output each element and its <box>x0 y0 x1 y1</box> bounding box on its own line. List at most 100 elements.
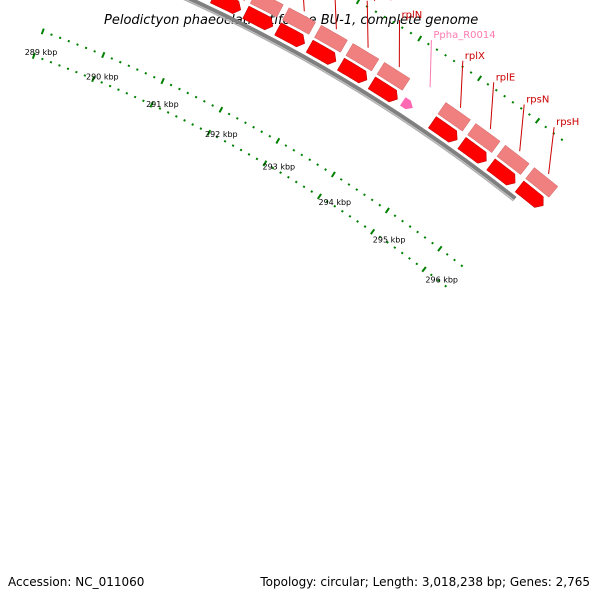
tick-mark <box>83 74 87 77</box>
tick-mark <box>383 15 387 19</box>
tick-mark <box>453 258 456 262</box>
tick-mark <box>393 246 397 249</box>
backbone-shadow <box>183 0 514 202</box>
tick-mark <box>363 193 366 197</box>
cds-arrow <box>305 39 337 65</box>
tick-mark <box>333 204 337 208</box>
tick-mark <box>66 67 70 71</box>
kbp-label: 289 kbp <box>25 48 58 57</box>
kbp-label: 293 kbp <box>263 163 296 172</box>
gene-leader-line <box>489 82 495 130</box>
cds-arrow <box>514 180 544 208</box>
tick-mark <box>416 230 420 234</box>
tick-mark <box>292 148 296 152</box>
gene-band <box>345 43 380 72</box>
tick-mark <box>476 75 483 82</box>
gene-band <box>249 0 284 18</box>
tick-mark <box>231 144 235 147</box>
gene-leader-line <box>366 0 369 48</box>
tick-mark <box>316 193 322 200</box>
cds-arrow <box>336 57 368 84</box>
kbp-label: 290 kbp <box>86 73 119 82</box>
gene-label: rplE <box>496 72 516 83</box>
tick-mark <box>275 137 281 144</box>
tick-mark <box>384 207 390 214</box>
tick-mark <box>355 188 359 191</box>
tick-mark <box>142 99 145 103</box>
tick-mark <box>178 87 181 91</box>
tick-mark <box>330 171 336 178</box>
tick-mark <box>340 209 344 213</box>
kbp-label: 294 kbp <box>319 198 352 207</box>
gene-band <box>525 167 559 198</box>
tick-mark <box>339 178 343 181</box>
kbp-label: 295 kbp <box>373 236 406 245</box>
tick-mark <box>133 95 137 99</box>
gene-label: Ppha_R0014 <box>433 30 495 41</box>
gene-label: rpsH <box>556 117 579 128</box>
tick-mark <box>294 180 298 184</box>
tick-mark <box>527 113 531 116</box>
gene-band <box>242 0 246 1</box>
tick-mark <box>308 158 312 162</box>
gene-leader-line <box>519 104 525 152</box>
kbp-label: 291 kbp <box>146 100 179 109</box>
tick-mark <box>84 46 88 50</box>
tick-mark <box>385 240 389 244</box>
tick-mark <box>400 26 404 30</box>
tick-mark <box>268 134 272 138</box>
tick-mark <box>494 88 498 92</box>
gene-label: rplN <box>402 10 423 21</box>
gene-leader-line <box>334 0 337 30</box>
tick-mark <box>93 50 96 53</box>
tick-mark <box>370 198 374 202</box>
cds-arrow <box>427 116 458 143</box>
tick-mark <box>100 81 104 84</box>
tick-mark <box>348 214 352 218</box>
tick-mark <box>421 266 427 273</box>
tick-mark <box>363 225 367 228</box>
tick-mark <box>211 104 214 107</box>
tick-mark <box>75 70 78 74</box>
tick-mark <box>175 115 178 118</box>
genome-backbone <box>183 0 517 202</box>
tick-mark <box>152 75 156 79</box>
tick-mark <box>158 107 162 110</box>
tick-mark <box>355 0 361 5</box>
tick-mark <box>135 68 139 71</box>
tick-mark <box>252 125 255 129</box>
tick-mark <box>408 225 412 228</box>
tick-mark <box>417 35 423 42</box>
tick-mark <box>393 214 397 218</box>
tick-mark <box>444 284 448 288</box>
tick-mark <box>534 117 541 124</box>
tick-mark <box>223 139 227 143</box>
tick-mark <box>260 130 264 134</box>
gene-bands <box>242 0 559 198</box>
tick-mark <box>316 163 320 167</box>
tick-mark <box>91 75 96 83</box>
backbone-line <box>187 0 517 200</box>
gene-label: rplX <box>465 51 485 62</box>
tick-mark <box>302 185 306 189</box>
tick-mark <box>262 160 268 167</box>
tick-mark <box>452 59 456 63</box>
tick-mark <box>160 77 165 85</box>
gene-labels: rplCrplDrplWrplBrpsSrplVrpsCrplPPpha_029… <box>303 0 579 174</box>
tick-mark <box>560 138 564 142</box>
tick-mark <box>401 219 404 223</box>
gene-band <box>282 7 316 35</box>
tick-mark <box>117 88 120 91</box>
tick-mark <box>76 43 79 46</box>
tick-mark <box>392 20 395 24</box>
cds-arrow <box>367 76 398 103</box>
tick-mark <box>287 175 290 179</box>
gene-leader-line <box>548 127 555 174</box>
cds-arrow <box>242 5 274 31</box>
tick-marks <box>31 0 564 288</box>
tick-mark <box>235 116 239 120</box>
tick-mark <box>194 95 198 99</box>
tick-mark <box>191 123 194 126</box>
tick-mark <box>41 57 44 61</box>
kbp-label: 296 kbp <box>425 276 458 285</box>
